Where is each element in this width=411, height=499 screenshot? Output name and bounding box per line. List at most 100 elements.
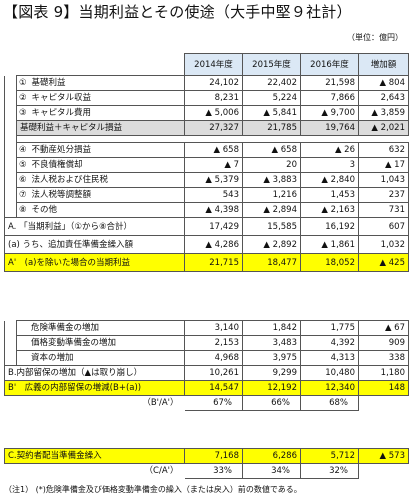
cell-2014: ▲ 5,379 — [184, 172, 243, 188]
cell-2016: 5,712 — [300, 448, 359, 464]
header-row: 2014年度 2015年度 2016年度 増加額 — [5, 53, 409, 76]
cell-change: 237 — [358, 187, 409, 203]
row-number: ⑧ — [16, 202, 29, 218]
row-label: 法人税および住民税 — [28, 172, 185, 188]
cell-2014: ▲ 658 — [184, 142, 243, 158]
page-title: 【図表 9】当期利益とその使途（大手中堅９社計） — [3, 3, 352, 21]
cell-2016: ▲ 1,861 — [300, 235, 359, 254]
cell-2016: 18,052 — [300, 253, 359, 272]
cell-2015: 18,477 — [242, 253, 301, 272]
row-number: ③ — [16, 105, 29, 121]
ratio-2015: 34% — [242, 463, 301, 479]
cell-change: 731 — [358, 202, 409, 218]
cell-2016: ▲ 2,163 — [300, 202, 359, 218]
cell-2015: 1,842 — [242, 320, 301, 336]
row-label: B' 広義の内部留保の増減(B+(a)) — [4, 380, 185, 396]
cell-2014: 3,140 — [184, 320, 243, 336]
row-number: ② — [16, 90, 29, 106]
cell-2014: 24,102 — [184, 75, 243, 91]
cell-2015: 22,402 — [242, 75, 301, 91]
cell-2014: ▲ 4,286 — [184, 235, 243, 254]
row-label: C.契約者配当準備金繰入 — [4, 448, 185, 464]
cell-change: 607 — [358, 217, 409, 236]
cell-2016: 1,775 — [300, 320, 359, 336]
cell-change: ▲ 2,021 — [358, 120, 409, 136]
cell-2015: 3,975 — [242, 350, 301, 366]
cell-2016: 7,866 — [300, 90, 359, 106]
cell-change: 1,043 — [358, 172, 409, 188]
table-row-highlight: A' (a)を除いた場合の当期利益 21,715 18,477 18,052 ▲… — [4, 253, 409, 272]
row-number: ④ — [16, 142, 29, 158]
row-label: 資本の増加 — [16, 350, 185, 366]
ratio-2014: 67% — [184, 395, 243, 411]
table-row-ratio: （B'/A'） 67% 66% 68% — [5, 395, 409, 411]
cell-2016: ▲ 26 — [300, 142, 359, 158]
cell-2015: 6,286 — [242, 448, 301, 464]
cell-change: 1,032 — [358, 235, 409, 254]
cell-change: ▲ 425 — [358, 253, 409, 272]
cell-2015: ▲ 3,883 — [242, 172, 301, 188]
cell-change: ▲ 804 — [358, 75, 409, 91]
table-row: ③ キャピタル費用 ▲ 5,006 ▲ 5,841 ▲ 9,700 ▲ 3,85… — [4, 105, 409, 121]
row-label: キャピタル費用 — [28, 105, 185, 121]
cell-change: 632 — [358, 142, 409, 158]
header-change: 増加額 — [358, 53, 409, 76]
row-label: キャピタル収益 — [28, 90, 185, 106]
row-number: ⑦ — [16, 187, 29, 203]
ratio-label: （C/A'） — [144, 466, 179, 477]
table-row: ⑤ 不良債権償却 ▲ 7 20 3 ▲ 17 — [4, 157, 409, 173]
cell-2016: 4,313 — [300, 350, 359, 366]
cell-2016: 16,192 — [300, 217, 359, 236]
cell-2016: ▲ 2,840 — [300, 172, 359, 188]
table-row-highlight: C.契約者配当準備金繰入 7,168 6,286 5,712 ▲ 573 — [4, 448, 409, 464]
cell-2014: 8,231 — [184, 90, 243, 106]
cell-2014: 14,547 — [184, 380, 243, 396]
cell-2014: ▲ 5,006 — [184, 105, 243, 121]
cell-2016: 10,480 — [300, 365, 359, 381]
cell-change: ▲ 573 — [358, 448, 409, 464]
table-row: ④ 不動産処分損益 ▲ 658 ▲ 658 ▲ 26 632 — [4, 142, 409, 158]
cell-2014: 4,968 — [184, 350, 243, 366]
cell-change: 909 — [358, 335, 409, 351]
table-row-subtotal: 基礎利益＋キャピタル損益 27,327 21,785 19,764 ▲ 2,02… — [4, 120, 409, 136]
table-row: ① 基礎利益 24,102 22,402 21,598 ▲ 804 — [4, 75, 409, 91]
cell-2015: 5,224 — [242, 90, 301, 106]
cell-2015: ▲ 5,841 — [242, 105, 301, 121]
ratio-2015: 66% — [242, 395, 301, 411]
cell-change: 2,643 — [358, 90, 409, 106]
cell-2014: ▲ 7 — [184, 157, 243, 173]
row-label: 危険準備金の増加 — [16, 320, 185, 336]
cell-2016: 12,340 — [300, 380, 359, 396]
cell-2015: ▲ 658 — [242, 142, 301, 158]
row-label: A. 「当期利益」（①から⑧合計） — [4, 217, 185, 236]
header-2016: 2016年度 — [300, 53, 359, 76]
cell-2015: 12,192 — [242, 380, 301, 396]
cell-2015: 1,216 — [242, 187, 301, 203]
cell-change: 338 — [358, 350, 409, 366]
table-row: 危険準備金の増加 3,140 1,842 1,775 ▲ 67 — [4, 320, 409, 336]
cell-2015: 15,585 — [242, 217, 301, 236]
row-number: ① — [16, 75, 29, 91]
row-label: 価格変動準備金の増加 — [16, 335, 185, 351]
cell-change: ▲ 67 — [358, 320, 409, 336]
table-row: ⑧ その他 ▲ 4,398 ▲ 2,894 ▲ 2,163 731 — [4, 202, 409, 218]
footnote: （注1） (*)危険準備金及び価格変動準備金の繰入（または戻入）前の数値である。 — [4, 485, 302, 494]
row-label: その他 — [28, 202, 185, 218]
cell-2016: 1,453 — [300, 187, 359, 203]
cell-2014: 543 — [184, 187, 243, 203]
row-label: A' (a)を除いた場合の当期利益 — [4, 253, 185, 272]
cell-2014: 27,327 — [184, 120, 243, 136]
cell-2016: 21,598 — [300, 75, 359, 91]
table-row: ② キャピタル収益 8,231 5,224 7,866 2,643 — [4, 90, 409, 106]
ratio-2016: 68% — [300, 395, 359, 411]
table-row: ⑦ 法人税等調整額 543 1,216 1,453 237 — [4, 187, 409, 203]
cell-2015: ▲ 2,892 — [242, 235, 301, 254]
cell-2014: ▲ 4,398 — [184, 202, 243, 218]
cell-change: ▲ 3,859 — [358, 105, 409, 121]
row-label: 基礎利益＋キャピタル損益 — [16, 120, 185, 136]
table-row-highlight: B' 広義の内部留保の増減(B+(a)) 14,547 12,192 12,34… — [4, 380, 409, 396]
cell-2014: 2,153 — [184, 335, 243, 351]
cell-2014: 21,715 — [184, 253, 243, 272]
cell-2016: 3 — [300, 157, 359, 173]
cell-2014: 7,168 — [184, 448, 243, 464]
